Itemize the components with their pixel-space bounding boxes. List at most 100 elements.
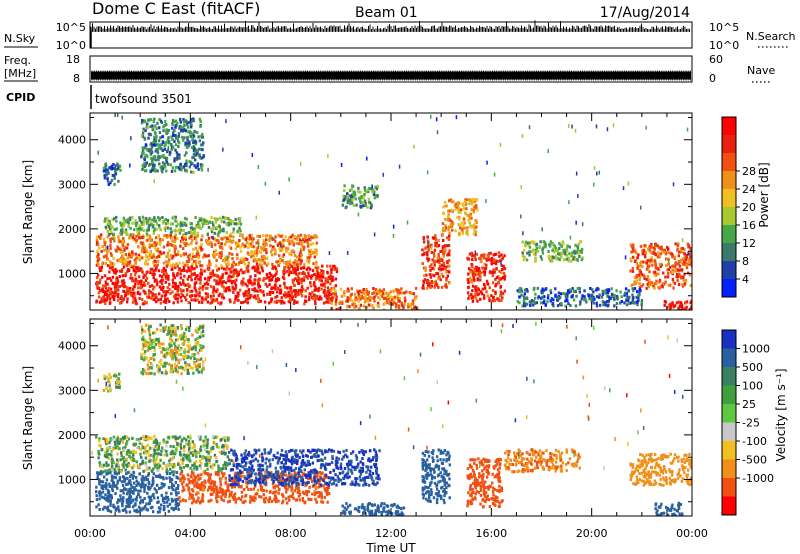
heatmap-cell-sparse xyxy=(327,154,329,159)
heatmap-cell xyxy=(401,291,404,295)
heatmap-cell xyxy=(186,142,189,146)
heatmap-cell xyxy=(95,263,99,267)
heatmap-cell xyxy=(190,294,194,298)
heatmap-cell xyxy=(157,155,160,159)
heatmap-cell xyxy=(124,252,128,256)
heatmap-cell xyxy=(557,297,561,301)
heatmap-cell xyxy=(663,303,666,307)
heatmap-cell xyxy=(178,117,182,121)
heatmap-cell xyxy=(110,178,114,182)
heatmap-cell xyxy=(286,262,290,266)
heatmap-cell xyxy=(157,254,160,258)
heatmap-cell xyxy=(286,293,290,297)
heatmap-cell xyxy=(215,226,219,230)
heatmap-cell xyxy=(346,201,349,205)
heatmap-cell xyxy=(679,301,683,305)
heatmap-cell xyxy=(473,229,476,233)
heatmap-cell xyxy=(140,220,143,224)
heatmap-cell xyxy=(192,170,195,174)
heatmap-cell xyxy=(191,252,194,256)
heatmap-cell xyxy=(143,146,146,150)
heatmap-cell xyxy=(144,259,148,263)
heatmap-cell xyxy=(343,198,346,202)
heatmap-cell xyxy=(348,298,352,302)
heatmap-cell xyxy=(100,275,104,279)
heatmap-cell xyxy=(387,297,390,301)
heatmap-cell xyxy=(439,257,442,261)
heatmap-cell xyxy=(652,284,655,288)
heatmap-cell xyxy=(241,243,244,247)
heatmap-cell xyxy=(234,294,237,298)
heatmap-cell xyxy=(225,258,229,262)
heatmap-cell xyxy=(400,303,404,307)
heatmap-cell xyxy=(532,252,536,256)
heatmap-cell xyxy=(641,283,645,287)
heatmap-cell xyxy=(447,213,450,217)
heatmap-cell xyxy=(467,285,470,289)
heatmap-cell xyxy=(112,291,115,295)
heatmap-cell xyxy=(181,294,185,298)
heatmap-cell xyxy=(309,275,313,279)
heatmap-cell xyxy=(266,292,269,296)
heatmap-cell-sparse xyxy=(177,137,179,142)
heatmap-cell xyxy=(204,292,208,296)
heatmap-cell xyxy=(195,234,199,238)
heatmap-cell xyxy=(270,297,273,301)
heatmap-cell xyxy=(124,294,127,298)
heatmap-cell xyxy=(157,139,161,143)
heatmap-cell xyxy=(137,266,140,270)
heatmap-cell xyxy=(167,141,171,145)
heatmap-cell xyxy=(468,198,472,202)
heatmap-cell xyxy=(166,148,170,152)
heatmap-cell xyxy=(268,283,271,287)
heatmap-cell xyxy=(185,151,188,155)
heatmap-cell xyxy=(191,162,194,166)
heatmap-cell xyxy=(237,272,241,276)
heatmap-cell xyxy=(288,263,292,267)
heatmap-cell xyxy=(650,281,653,285)
heatmap-cell xyxy=(589,286,592,290)
heatmap-cell xyxy=(652,250,656,254)
heatmap-cell xyxy=(604,291,608,295)
heatmap-cell xyxy=(470,269,474,273)
heatmap-cell xyxy=(184,141,187,145)
heatmap-cell xyxy=(261,266,264,270)
heatmap-cell xyxy=(287,260,290,264)
heatmap-cell xyxy=(211,298,215,302)
heatmap-cell xyxy=(676,249,679,253)
heatmap-cell xyxy=(141,256,144,260)
heatmap-cell xyxy=(218,277,221,281)
heatmap-cell xyxy=(190,146,194,150)
heatmap-cell xyxy=(143,120,147,124)
heatmap-cell xyxy=(635,275,639,279)
heatmap-cell xyxy=(350,187,354,191)
heatmap-cell xyxy=(257,300,260,304)
heatmap-cell xyxy=(459,211,462,215)
heatmap-cell-sparse xyxy=(681,238,684,243)
heatmap-cell xyxy=(309,284,312,288)
heatmap-cell xyxy=(263,256,267,260)
heatmap-cell xyxy=(291,249,294,253)
heatmap-cell xyxy=(348,296,352,300)
heatmap-cell xyxy=(648,278,651,282)
heatmap-cell xyxy=(152,143,155,147)
heatmap-cell xyxy=(189,222,193,226)
power-colorbar-tick-label: 20 xyxy=(742,201,756,214)
heatmap-cell xyxy=(439,278,442,282)
heatmap-cell xyxy=(543,242,547,246)
heatmap-cell xyxy=(535,301,538,305)
heatmap-cell xyxy=(210,271,213,275)
heatmap-cell xyxy=(131,236,135,240)
heatmap-cell xyxy=(269,278,273,282)
heatmap-cell xyxy=(225,265,229,269)
heatmap-cell xyxy=(483,270,487,274)
heatmap-cell xyxy=(471,272,475,276)
heatmap-cell xyxy=(426,286,429,290)
heatmap-cell xyxy=(210,235,214,239)
heatmap-cell xyxy=(291,295,294,299)
heatmap-cell xyxy=(307,274,311,278)
heatmap-cell xyxy=(678,304,681,308)
heatmap-cell xyxy=(250,233,254,237)
heatmap-cell xyxy=(137,255,141,259)
heatmap-cell xyxy=(502,266,506,270)
